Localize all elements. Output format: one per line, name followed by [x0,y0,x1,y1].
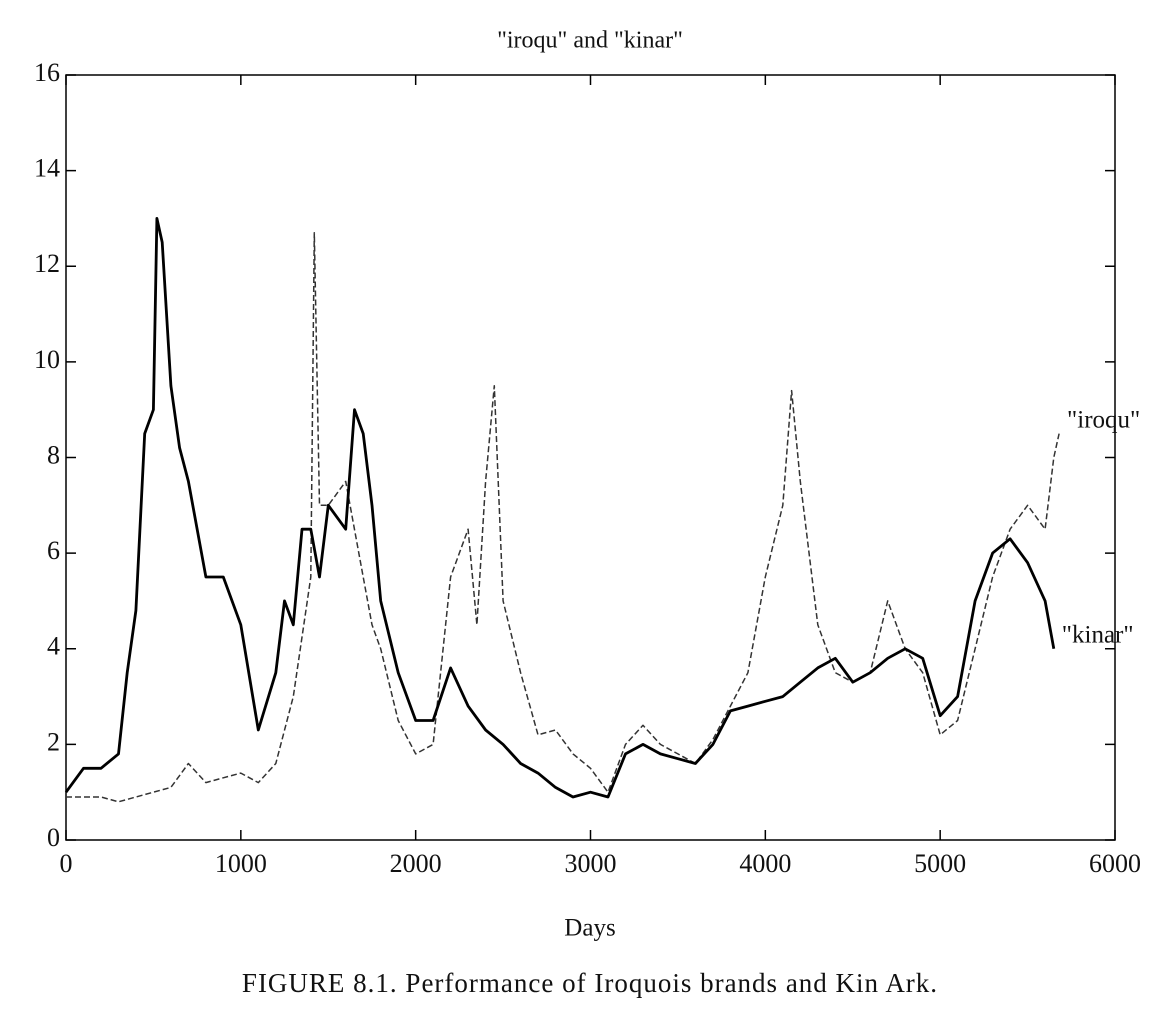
y-tick-label: 4 [47,632,60,661]
plot-frame [65,74,1116,841]
series-label: "iroqu" [1067,406,1140,433]
y-tick-label: 12 [34,249,60,278]
series-line [64,217,1056,799]
x-tick-label: 6000 [1089,849,1141,878]
x-tick-label: 5000 [914,849,966,878]
y-tick-label: 2 [47,727,60,756]
series-label: "kinar" [1062,621,1134,648]
x-tick-label: 4000 [739,849,791,878]
y-tick-label: 6 [47,536,60,565]
x-tick-label: 2000 [390,849,442,878]
x-tick-label: 1000 [215,849,267,878]
y-tick-label: 10 [34,345,60,374]
series-line [66,232,1060,803]
figure-caption: FIGURE 8.1. Performance of Iroquois bran… [242,968,938,998]
x-tick-label: 3000 [565,849,617,878]
y-tick-label: 8 [47,440,60,469]
y-tick-label: 14 [34,154,60,183]
x-tick-label: 0 [60,849,73,878]
chart-title: "iroqu" and "kinar" [497,28,683,54]
y-tick-label: 0 [47,823,60,852]
x-axis-label: Days [564,915,615,942]
y-tick-label: 16 [34,58,60,87]
